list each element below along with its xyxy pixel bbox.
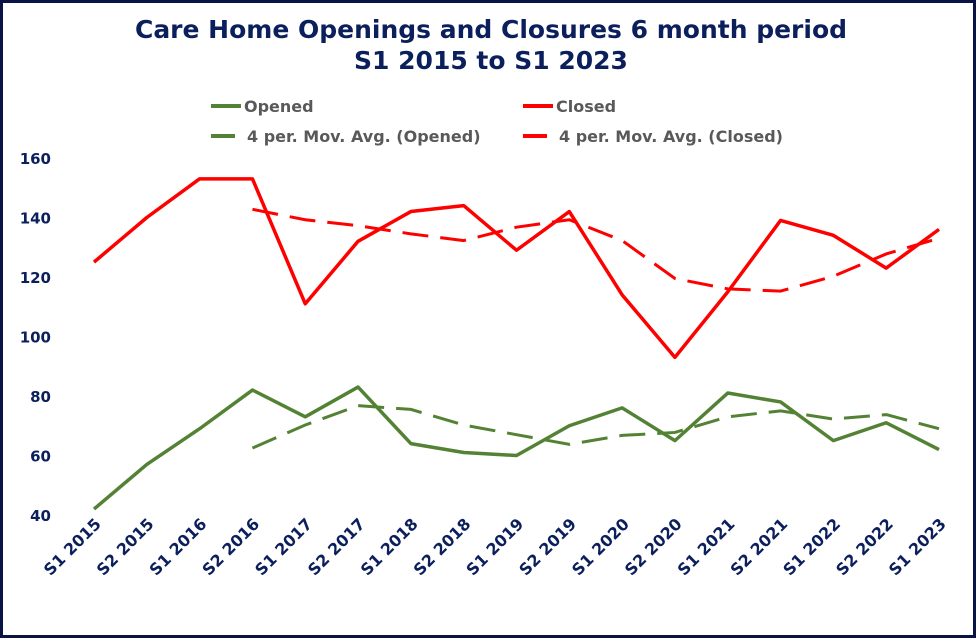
y-tick-label: 100 [20, 329, 51, 347]
legend-item-closed-label: Closed [556, 97, 616, 116]
y-tick-label: 140 [20, 210, 51, 228]
y-tick-label: 160 [20, 150, 51, 168]
legend-item-closed-moving-average-label: 4 per. Mov. Avg. (Closed) [559, 127, 783, 146]
y-tick-label: 120 [20, 269, 51, 287]
line-chart: Care Home Openings and Closures 6 month … [20, 15, 950, 579]
legend-item-opened-moving-average-label: 4 per. Mov. Avg. (Opened) [247, 127, 481, 146]
trendline-closed-moving-average [252, 207, 940, 293]
trendline-opened-moving-average [251, 404, 940, 450]
y-tick-label: 40 [30, 507, 51, 525]
legend: Opened Closed 4 per. Mov. Avg. (Opened) 4 p… [211, 97, 783, 146]
chart-title-line-2: S1 2015 to S1 2023 [354, 46, 628, 75]
legend-item-opened-label: Opened [244, 97, 314, 116]
x-tick-label: S1 2023 [885, 514, 950, 579]
series-line-closed [92, 177, 941, 360]
y-tick-label: 60 [30, 448, 51, 466]
plot-area [92, 177, 941, 511]
series-line-opened [92, 385, 940, 511]
y-tick-label: 80 [30, 388, 51, 406]
chart-title-line-1: Care Home Openings and Closures 6 month … [135, 15, 847, 44]
y-axis: 40 60 80 100 120 140 160 [20, 150, 51, 525]
